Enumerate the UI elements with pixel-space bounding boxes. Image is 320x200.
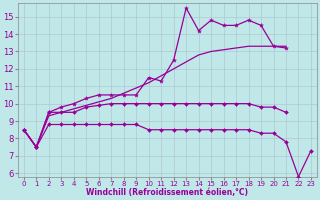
X-axis label: Windchill (Refroidissement éolien,°C): Windchill (Refroidissement éolien,°C) <box>86 188 248 197</box>
